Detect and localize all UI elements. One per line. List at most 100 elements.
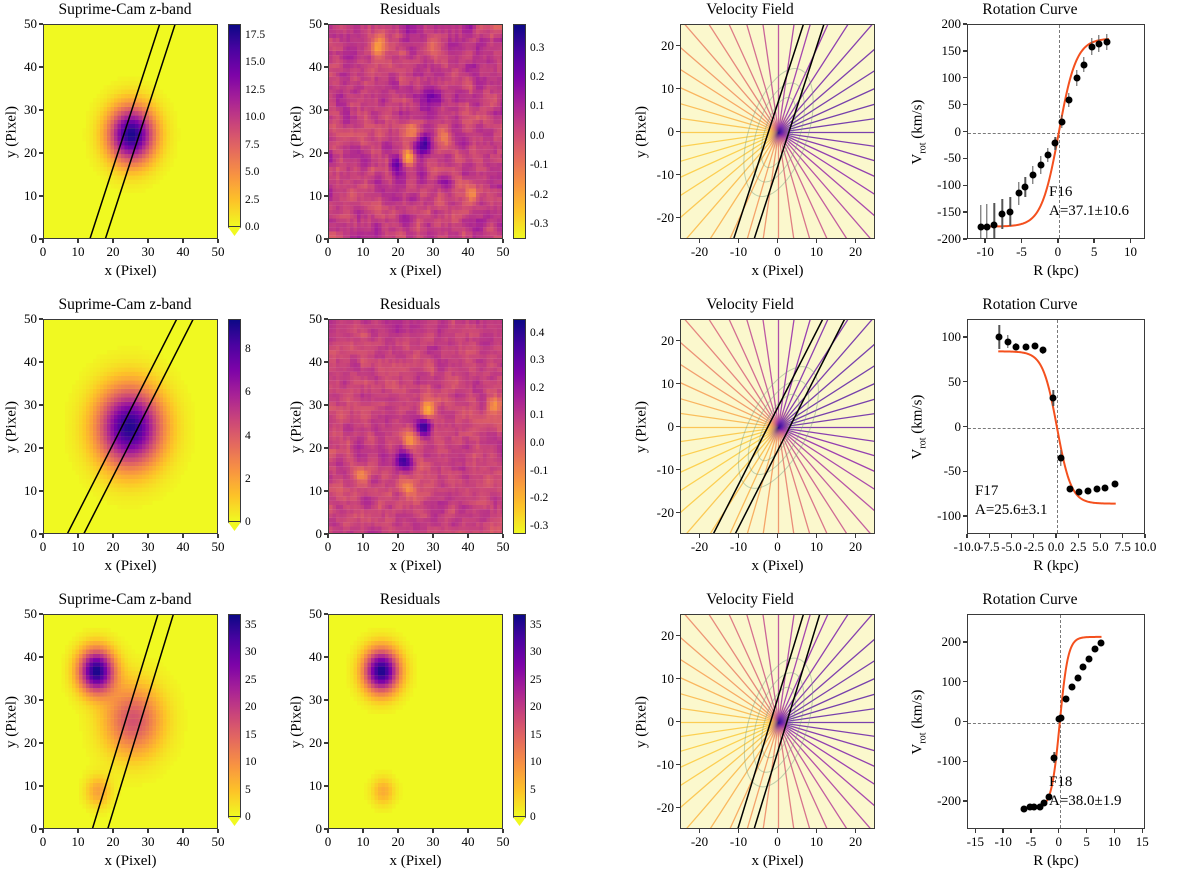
rotation-axes <box>967 319 1145 534</box>
y-tick-mark <box>39 699 43 701</box>
colorbar-tick-label: 20 <box>245 701 257 714</box>
colorbar-tick-label: 7.5 <box>245 138 260 151</box>
colorbar-extend-arrow <box>513 817 526 826</box>
colorbar-tick-label: 0.2 <box>530 71 545 83</box>
y-tick-mark <box>39 195 43 197</box>
y-tick-mark <box>324 66 328 68</box>
x-tick-mark <box>698 534 701 538</box>
x-tick-label: -10 <box>729 834 748 849</box>
x-tick-mark <box>1030 829 1032 833</box>
y-tick-mark <box>963 760 967 762</box>
colorbar-tick-label: 12.5 <box>245 83 266 96</box>
y-tick-label: 100 <box>941 69 962 85</box>
rotation-annotation: F17 A=25.6±3.1 <box>975 482 1048 520</box>
data-point <box>1050 754 1058 762</box>
y-tick-label: 0 <box>667 713 675 729</box>
x-axis-label: x (Pixel) <box>389 263 442 279</box>
x-tick-mark <box>776 534 779 538</box>
x-tick-label: -10 <box>729 244 748 259</box>
x-tick-mark <box>362 829 364 833</box>
y-tick-label: 50 <box>948 373 961 389</box>
y-tick-mark <box>39 785 43 787</box>
x-tick-label: 20 <box>849 834 862 849</box>
y-tick-label: 30 <box>309 692 322 707</box>
x-tick-label: -20 <box>690 244 709 259</box>
x-tick-mark <box>1144 534 1146 538</box>
y-tick-mark <box>963 800 967 802</box>
y-tick-mark <box>39 447 43 449</box>
y-tick-mark <box>39 490 43 492</box>
x-tick-label: 30 <box>141 539 155 554</box>
y-tick-label: 50 <box>309 311 322 326</box>
x-tick-label: -10 <box>976 244 994 259</box>
colorbar-tick-label: 2.5 <box>245 193 260 206</box>
data-point <box>1085 655 1093 663</box>
image-axes <box>43 24 218 239</box>
slit-line <box>737 615 804 828</box>
x-tick-label: 10 <box>810 834 823 849</box>
y-tick-label: 0 <box>30 526 38 541</box>
x-tick-mark <box>1055 534 1057 538</box>
residual-axes <box>328 319 503 534</box>
y-tick-label: 10 <box>661 80 674 96</box>
y-tick-label: 20 <box>661 627 674 643</box>
panel-residual-row3: Residuals 0 10 20 30 40 50 0 10 20 30 40 50 x (Pixel)… <box>285 590 542 885</box>
x-tick-label: 20 <box>391 834 405 849</box>
rotation-axes <box>967 614 1145 829</box>
x-tick-label: 10 <box>1123 244 1137 259</box>
y-tick-mark <box>324 828 328 830</box>
colorbar <box>513 24 526 239</box>
image-axes <box>43 614 218 829</box>
y-tick-label: 150 <box>941 42 962 58</box>
x-axis-label: R (kpc) <box>1033 853 1079 869</box>
x-tick-label: 0 <box>324 834 332 849</box>
x-tick-label: 20 <box>106 834 120 849</box>
colorbar-extend-arrow <box>228 522 241 531</box>
x-tick-label: 40 <box>461 244 475 259</box>
x-tick-mark <box>974 829 977 833</box>
rotation-annotation: F18 A=38.0±1.9 <box>1049 773 1122 811</box>
y-tick-mark <box>39 109 43 111</box>
y-tick-mark <box>963 211 967 213</box>
x-tick-label: 20 <box>106 244 120 259</box>
data-point <box>1020 805 1028 812</box>
x-tick-mark <box>112 534 114 538</box>
colorbar <box>228 319 241 522</box>
x-tick-mark <box>467 829 469 833</box>
y-tick-mark <box>676 173 680 176</box>
slit-line <box>104 25 176 238</box>
colorbar-tick-label: 5.0 <box>245 166 260 179</box>
y-tick-label: -20 <box>656 504 674 520</box>
colorbar <box>228 614 241 817</box>
y-tick-label: 100 <box>941 328 962 344</box>
y-tick-label: 30 <box>309 102 322 117</box>
y-tick-mark <box>676 87 680 90</box>
y-tick-label: 0 <box>954 123 962 139</box>
data-point <box>1040 799 1048 807</box>
x-tick-label: -10.0 <box>953 539 981 554</box>
x-tick-label: -5 <box>1016 244 1027 259</box>
y-tick-mark <box>676 425 680 428</box>
zero-velocity-line <box>968 427 1144 429</box>
y-tick-label: 0 <box>315 821 323 836</box>
data-point <box>983 223 991 231</box>
x-tick-mark <box>182 239 184 243</box>
panel-title: Velocity Field <box>706 1 794 18</box>
y-tick-mark <box>963 641 967 643</box>
x-tick-mark <box>467 239 469 243</box>
x-tick-label: 50 <box>211 539 225 554</box>
y-tick-mark <box>324 656 328 658</box>
x-tick-mark <box>1099 534 1102 538</box>
x-tick-label: 0 <box>324 244 332 259</box>
y-tick-mark <box>39 361 43 363</box>
y-tick-label: -20 <box>656 209 674 225</box>
y-tick-mark <box>39 742 43 744</box>
x-tick-mark <box>327 534 329 538</box>
x-tick-mark <box>217 239 219 243</box>
x-axis-label: x (Pixel) <box>104 853 157 869</box>
x-tick-label: 50 <box>496 539 510 554</box>
data-point <box>977 223 985 231</box>
panel-title: Rotation Curve <box>982 591 1078 608</box>
y-tick-label: 30 <box>24 397 37 412</box>
